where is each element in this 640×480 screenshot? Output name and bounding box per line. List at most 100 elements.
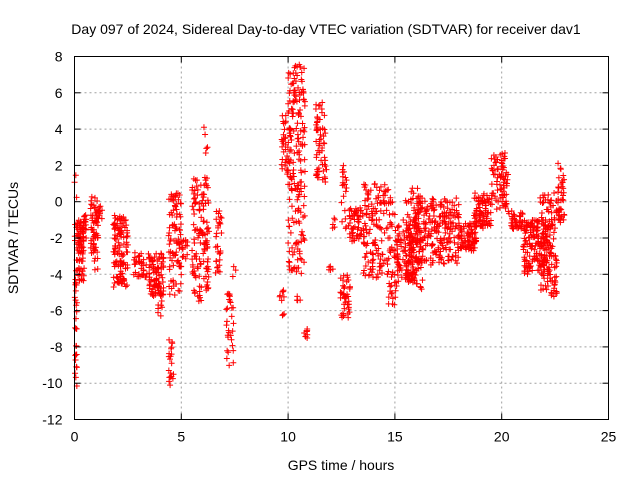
x-tick-label: 10 [280, 429, 296, 445]
data-point [386, 234, 393, 241]
data-point [544, 196, 551, 203]
data-point [313, 154, 320, 161]
data-point [178, 271, 185, 278]
data-point [546, 231, 553, 238]
data-point [285, 217, 292, 224]
data-point [352, 210, 359, 217]
data-point [75, 231, 82, 238]
data-point [442, 244, 449, 251]
data-point [380, 210, 387, 217]
data-point [322, 162, 329, 169]
data-point [455, 201, 462, 208]
data-point [88, 193, 95, 200]
data-point [195, 234, 202, 241]
data-point [295, 193, 302, 200]
data-point [290, 70, 297, 77]
data-point [400, 216, 407, 223]
data-point [340, 272, 347, 279]
data-point [379, 251, 386, 258]
data-point [522, 237, 529, 244]
x-tick-label: 0 [71, 429, 79, 445]
data-point [130, 256, 137, 263]
data-point [495, 165, 502, 172]
data-point [387, 283, 394, 290]
data-point [288, 187, 295, 194]
data-point [548, 245, 555, 252]
data-point [94, 197, 101, 204]
data-point [72, 279, 79, 286]
data-point [217, 220, 224, 227]
data-point [88, 201, 95, 208]
data-point [289, 110, 296, 117]
data-point [193, 256, 200, 263]
data-point [117, 262, 124, 269]
data-point [278, 297, 285, 304]
data-point [114, 233, 121, 240]
data-point [196, 200, 203, 207]
data-point [476, 204, 483, 211]
data-point [501, 149, 508, 156]
data-point [373, 274, 380, 281]
data-point [170, 207, 177, 214]
data-point [190, 221, 197, 228]
data-point [285, 139, 292, 146]
data-point [295, 207, 302, 214]
data-point [204, 245, 211, 252]
data-point [74, 257, 81, 264]
data-point [374, 271, 381, 278]
data-point [526, 260, 533, 267]
data-point [203, 182, 210, 189]
data-point [393, 283, 400, 290]
data-point [511, 216, 518, 223]
data-point [301, 124, 308, 131]
data-point [541, 275, 548, 282]
data-point [297, 127, 304, 134]
data-point [299, 228, 306, 235]
data-point [287, 229, 294, 236]
data-point [528, 233, 535, 240]
data-point [200, 194, 207, 201]
data-point [290, 128, 297, 135]
data-point [422, 208, 429, 215]
data-point [77, 249, 84, 256]
data-point [124, 282, 131, 289]
y-tick-label: -8 [50, 339, 63, 355]
data-point [345, 222, 352, 229]
data-point [555, 216, 562, 223]
data-point [447, 225, 454, 232]
data-point [543, 286, 550, 293]
data-point [196, 283, 203, 290]
data-point [390, 247, 397, 254]
data-point [194, 293, 201, 300]
data-point [83, 235, 90, 242]
data-point [132, 269, 139, 276]
data-point [368, 269, 375, 276]
data-point [555, 196, 562, 203]
data-point [196, 273, 203, 280]
data-point [72, 324, 79, 331]
data-point [544, 241, 551, 248]
data-point [200, 218, 207, 225]
data-point [114, 250, 121, 257]
data-point [430, 212, 437, 219]
data-point [413, 280, 420, 287]
data-point [561, 176, 568, 183]
data-point [551, 189, 558, 196]
data-point [200, 275, 207, 282]
data-point [226, 291, 233, 298]
data-point [419, 277, 426, 284]
data-point [182, 242, 189, 249]
data-point [288, 203, 295, 210]
data-point [529, 267, 536, 274]
data-point [304, 326, 311, 333]
data-point [298, 270, 305, 277]
data-point [301, 237, 308, 244]
data-point [542, 257, 549, 264]
data-point [399, 248, 406, 255]
data-point [327, 267, 334, 274]
data-point [395, 236, 402, 243]
data-point [385, 186, 392, 193]
data-point [429, 257, 436, 264]
x-tick-label: 15 [387, 429, 403, 445]
y-tick-label: -2 [50, 230, 63, 246]
